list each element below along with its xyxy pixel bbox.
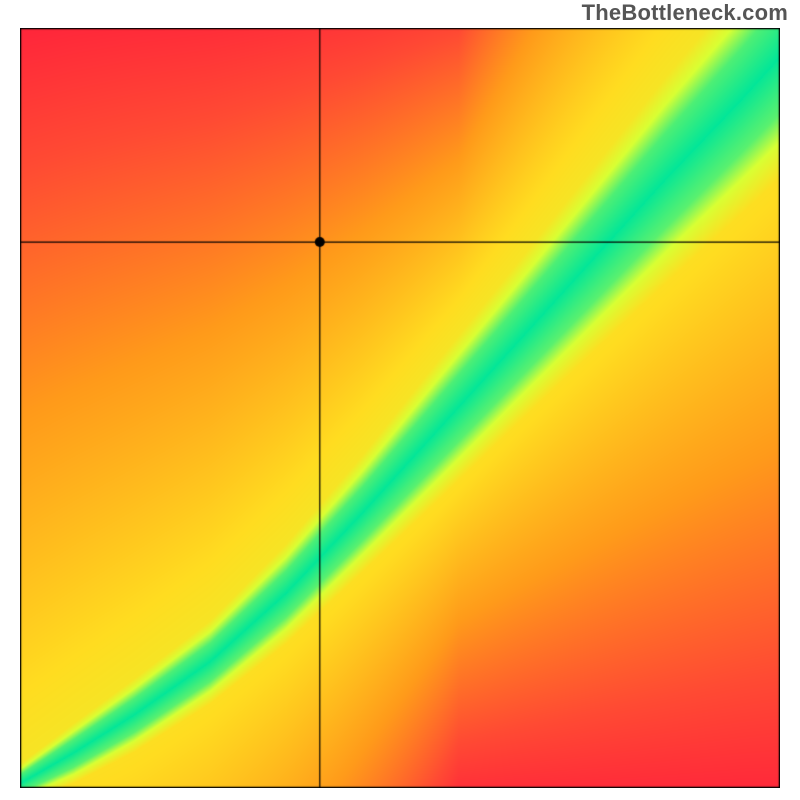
watermark-text: TheBottleneck.com — [582, 0, 788, 26]
heatmap-plot — [20, 28, 780, 788]
chart-container: TheBottleneck.com — [0, 0, 800, 800]
